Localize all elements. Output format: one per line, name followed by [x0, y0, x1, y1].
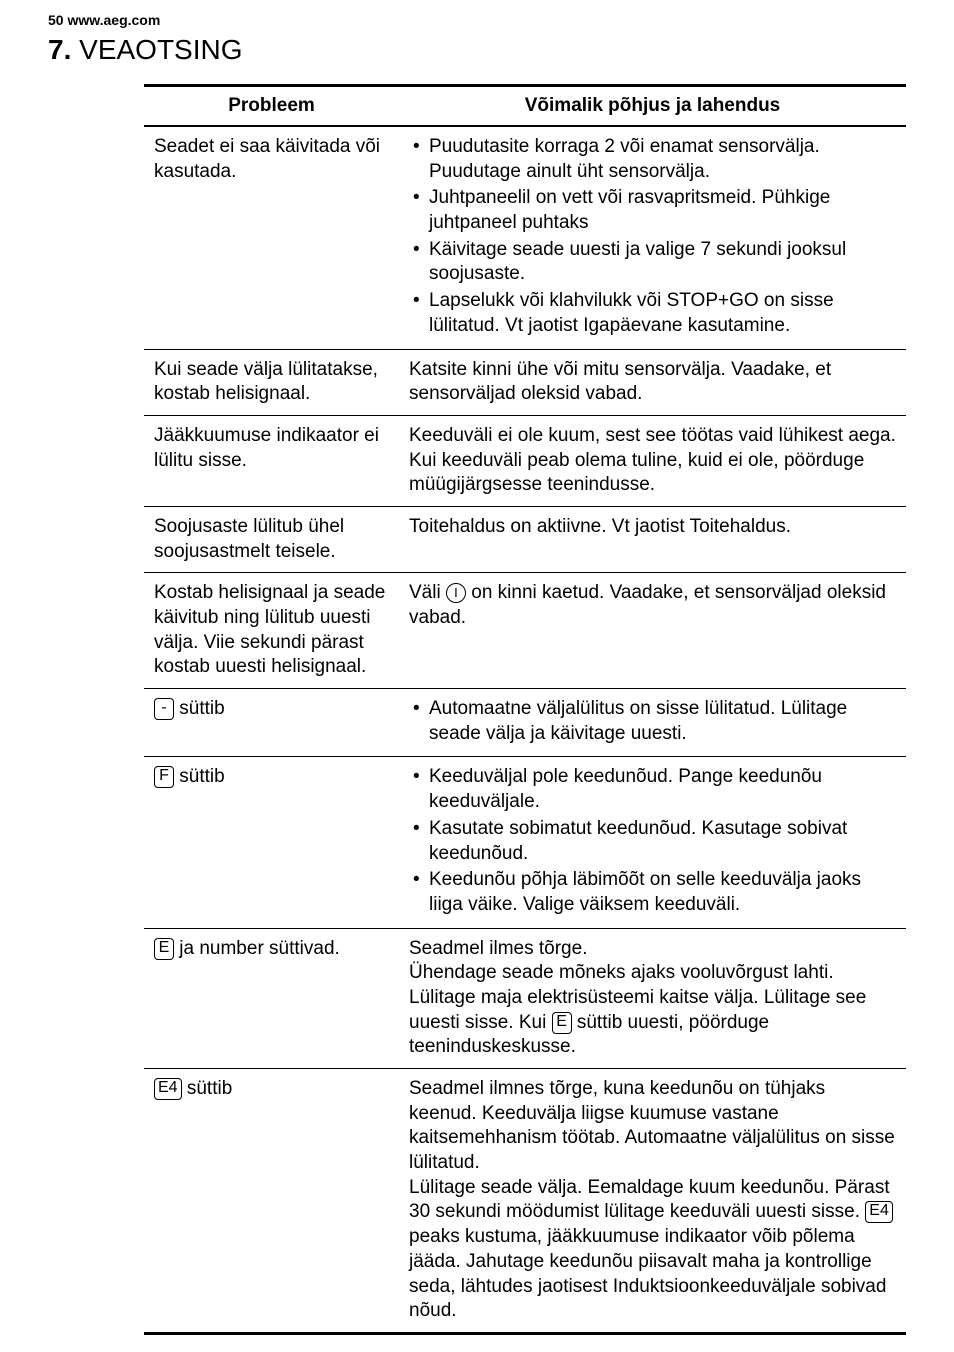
chapter-title: 7. VEAOTSING — [48, 34, 906, 66]
solution-line: Seadmel ilmnes tõrge, kuna keedunõu on t… — [409, 1078, 895, 1173]
table-row: - süttib Automaatne väljalülitus on siss… — [144, 689, 906, 757]
table-row: Kostab helisignaal ja seade käivitub nin… — [144, 573, 906, 689]
troubleshoot-table: Probleem Võimalik põhjus ja lahendus Sea… — [144, 84, 906, 1335]
solution-line: Seadmel ilmes tõrge. — [409, 938, 587, 959]
problem-cell: Soojusaste lülitub ühel soojusastmelt te… — [144, 506, 399, 572]
e-icon: E — [154, 938, 174, 960]
solution-cell: Automaatne väljalülitus on sisse lülitat… — [399, 689, 906, 757]
problem-cell: F süttib — [144, 757, 399, 928]
chapter-title-text: VEAOTSING — [79, 34, 242, 65]
problem-cell: E ja number süttivad. — [144, 928, 399, 1068]
e4-icon: E4 — [154, 1078, 182, 1100]
f-icon: F — [154, 766, 174, 788]
solution-cell: Väli I on kinni kaetud. Vaadake, et sens… — [399, 573, 906, 689]
list-item: Juhtpaneelil on vett või rasvapritsmeid.… — [409, 186, 896, 235]
solution-cell: Keeduväljal pole keedunõud. Pange keedun… — [399, 757, 906, 928]
problem-cell: E4 süttib — [144, 1069, 399, 1334]
table-row: F süttib Keeduväljal pole keedunõud. Pan… — [144, 757, 906, 928]
e-icon: E — [552, 1012, 572, 1034]
table-row: Kui seade välja lülitatakse, kostab heli… — [144, 349, 906, 415]
list-item: Keedunõu põhja läbimõõt on selle keeduvä… — [409, 868, 896, 917]
list-item: Kasutate sobimatut keedunõud. Kasutage s… — [409, 817, 896, 866]
problem-cell: Kostab helisignaal ja seade käivitub nin… — [144, 573, 399, 689]
solution-cell: Puudutasite korraga 2 või enamat sensorv… — [399, 126, 906, 349]
list-item: Lapselukk või klahvilukk või STOP+GO on … — [409, 289, 896, 338]
problem-cell: Kui seade välja lülitatakse, kostab heli… — [144, 349, 399, 415]
solution-post: on kinni kaetud. Vaadake, et sensorvälja… — [409, 582, 886, 628]
problem-cell: Seadet ei saa käivitada või kasutada. — [144, 126, 399, 349]
solution-cell: Katsite kinni ühe või mitu sensorvälja. … — [399, 349, 906, 415]
table-row: Seadet ei saa käivitada või kasutada. Pu… — [144, 126, 906, 349]
minus-icon: - — [154, 698, 174, 720]
problem-suffix: süttib — [174, 698, 225, 719]
solution-line: Lülitage seade välja. Eemaldage kuum kee… — [409, 1177, 890, 1223]
solution-cell: Seadmel ilmes tõrge. Ühendage seade mõne… — [399, 928, 906, 1068]
power-icon: I — [446, 583, 466, 603]
problem-suffix: süttib — [182, 1078, 233, 1099]
problem-suffix: ja number süttivad. — [174, 938, 340, 959]
problem-suffix: süttib — [174, 766, 225, 787]
solution-line: peaks kustuma, jääkkuumuse indikaator võ… — [409, 1226, 886, 1321]
list-item: Keeduväljal pole keedunõud. Pange keedun… — [409, 765, 896, 814]
solution-cell: Keeduväli ei ole kuum, sest see töötas v… — [399, 415, 906, 506]
list-item: Käivitage seade uuesti ja valige 7 sekun… — [409, 238, 896, 287]
solution-cell: Toitehaldus on aktiivne. Vt jaotist Toit… — [399, 506, 906, 572]
list-item: Puudutasite korraga 2 või enamat sensorv… — [409, 135, 896, 184]
problem-cell: Jääkkuumuse indikaator ei lülitu sisse. — [144, 415, 399, 506]
list-item: Automaatne väljalülitus on sisse lülitat… — [409, 697, 896, 746]
table-row: Jääkkuumuse indikaator ei lülitu sisse. … — [144, 415, 906, 506]
col-problem-header: Probleem — [144, 86, 399, 127]
chapter-number: 7. — [48, 34, 71, 65]
page-header: 50 www.aeg.com — [48, 12, 906, 28]
table-row: E4 süttib Seadmel ilmnes tõrge, kuna kee… — [144, 1069, 906, 1334]
problem-cell: - süttib — [144, 689, 399, 757]
table-row: Soojusaste lülitub ühel soojusastmelt te… — [144, 506, 906, 572]
e4-icon: E4 — [865, 1201, 893, 1223]
col-solution-header: Võimalik põhjus ja lahendus — [399, 86, 906, 127]
table-row: E ja number süttivad. Seadmel ilmes tõrg… — [144, 928, 906, 1068]
solution-pre: Väli — [409, 582, 446, 603]
solution-cell: Seadmel ilmnes tõrge, kuna keedunõu on t… — [399, 1069, 906, 1334]
